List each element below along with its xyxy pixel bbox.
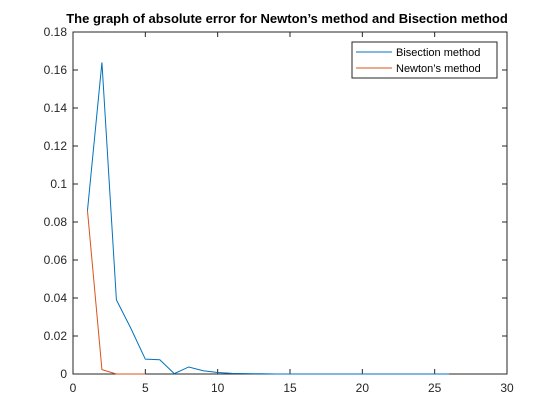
series-line-newton-s-method bbox=[86, 210, 146, 375]
y-tick-label: 0.16 bbox=[44, 63, 68, 77]
x-tick-label: 0 bbox=[70, 381, 77, 395]
y-tick-label: 0.18 bbox=[44, 25, 68, 39]
y-tick-label: 0.14 bbox=[44, 101, 68, 115]
series-line-bisection-method bbox=[86, 62, 450, 375]
chart-title: The graph of absolute error for Newton’s… bbox=[66, 11, 508, 26]
x-tick-label: 5 bbox=[142, 381, 149, 395]
legend-label-newton-s-method: Newton’s method bbox=[396, 63, 481, 75]
y-tick-label: 0 bbox=[60, 367, 67, 381]
y-tick-label: 0.1 bbox=[50, 177, 67, 191]
y-tick-label: 0.06 bbox=[44, 253, 68, 267]
axes-box bbox=[72, 31, 508, 375]
legend-box bbox=[351, 41, 498, 79]
y-tick-label: 0.04 bbox=[44, 291, 68, 305]
y-tick-label: 0.12 bbox=[44, 139, 68, 153]
plot-area: 0 5 10 15 20 25 30 0 0.02 0.04 0.06 0.08 0.1 0.12 0.14… bbox=[44, 25, 514, 395]
x-tick-label: 25 bbox=[428, 381, 442, 395]
y-tick-label: 0.02 bbox=[44, 329, 68, 343]
x-tick-label: 20 bbox=[356, 381, 370, 395]
y-tick-label: 0.08 bbox=[44, 215, 68, 229]
x-tick-label: 15 bbox=[283, 381, 297, 395]
legend-label-bisection-method: Bisection method bbox=[396, 47, 480, 59]
x-tick-label: 10 bbox=[211, 381, 225, 395]
x-tick-label: 30 bbox=[500, 381, 514, 395]
